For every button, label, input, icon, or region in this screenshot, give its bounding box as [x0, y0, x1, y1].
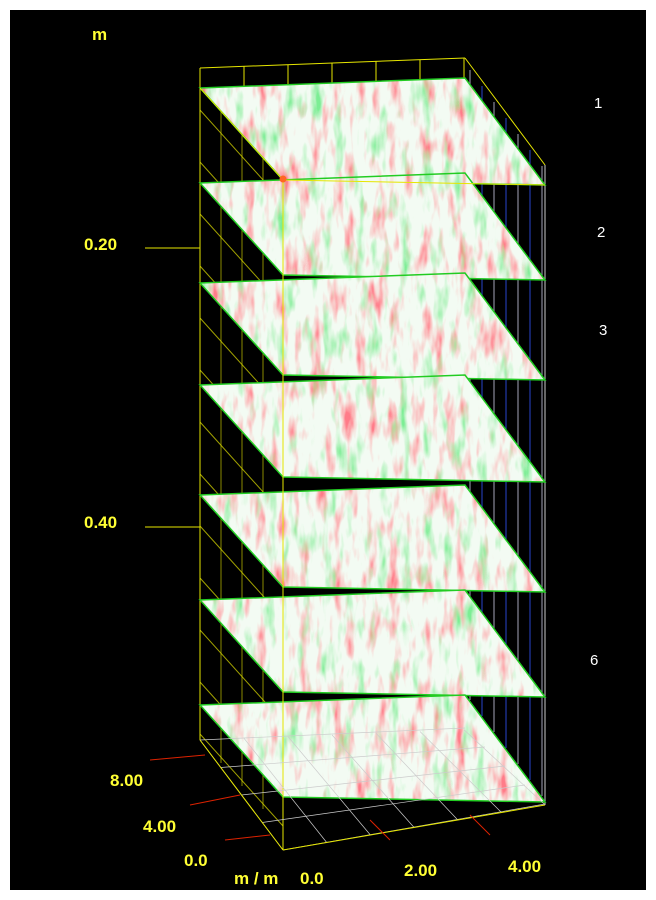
- grid-line: [199, 727, 466, 741]
- horizontal-unit: m / m: [234, 869, 278, 888]
- tick: [189, 794, 241, 806]
- slice-number: 2: [597, 224, 605, 241]
- wireframe-front: [145, 87, 546, 851]
- grid-line: [287, 736, 371, 836]
- grid-line: [419, 731, 502, 813]
- grid-line: [463, 729, 546, 806]
- x-tick-label: 4.00: [508, 857, 541, 876]
- grid-line: [375, 732, 459, 821]
- grid-line: [241, 765, 506, 796]
- grid-line: [331, 734, 415, 828]
- slice-edge: [198, 374, 547, 483]
- slice-number: 6: [590, 652, 598, 669]
- vertical-unit: m: [92, 25, 107, 44]
- edge: [464, 57, 546, 166]
- y-tick-label: 4.00: [143, 817, 176, 836]
- y-tick-label: 0.0: [184, 851, 208, 870]
- slice-edge: [198, 172, 547, 281]
- grid-line: [220, 746, 486, 768]
- edge: [282, 804, 546, 851]
- slice-edge: [198, 484, 547, 593]
- slice-edge: [198, 272, 547, 381]
- x-tick-label: 0.0: [300, 869, 324, 888]
- tick: [149, 754, 206, 761]
- grid-line: [262, 784, 526, 823]
- edge: [199, 57, 466, 69]
- slice-number: 3: [599, 322, 607, 339]
- depth-tick-label: 0.20: [84, 235, 117, 254]
- slice-edge: [198, 694, 547, 803]
- edge: [199, 87, 284, 181]
- x-tick-label: 2.00: [404, 861, 437, 880]
- tick: [369, 819, 391, 841]
- depth-tick-label: 0.40: [84, 513, 117, 532]
- edge: [199, 739, 284, 851]
- tick: [224, 834, 271, 841]
- y-tick-label: 8.00: [110, 771, 143, 790]
- slice-edge: [198, 589, 547, 698]
- edge: [282, 179, 546, 186]
- slice-number: 1: [594, 95, 602, 112]
- tick: [469, 814, 491, 836]
- marker: [279, 175, 287, 183]
